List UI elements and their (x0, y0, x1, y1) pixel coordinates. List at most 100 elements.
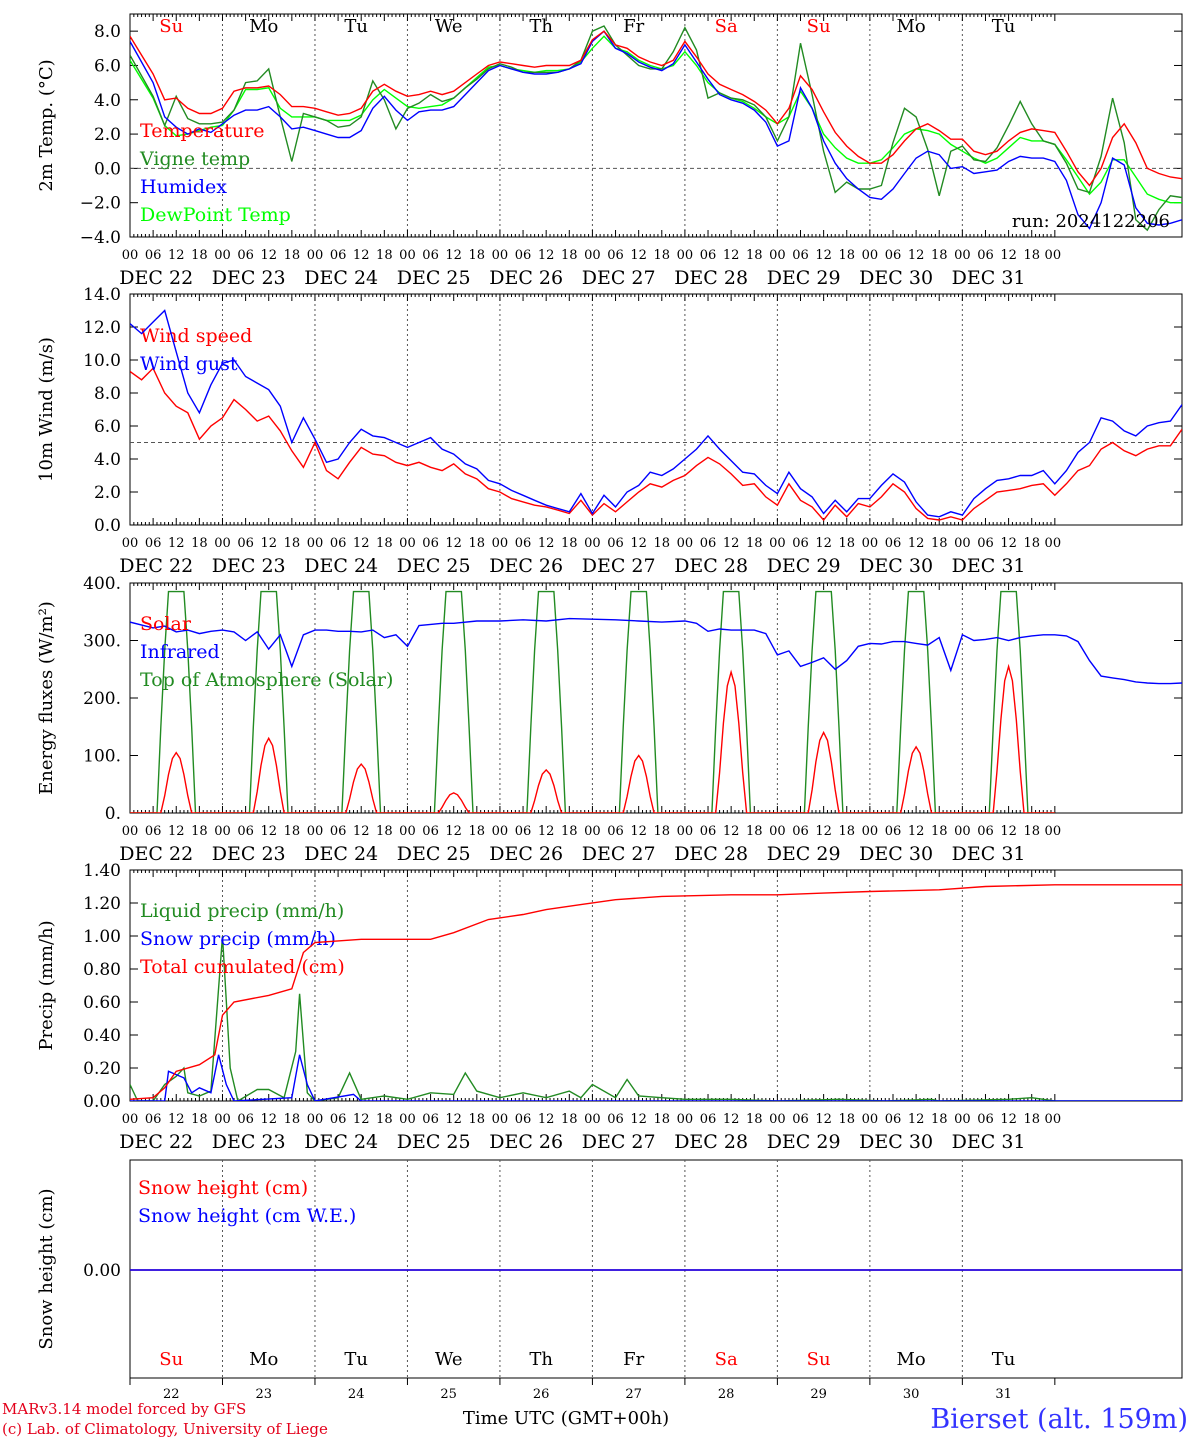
x-hour-label: 18 (469, 536, 486, 551)
x-date-label: DEC 22 (119, 555, 193, 577)
weekday-label: Fr (623, 1349, 644, 1370)
x-hour-label: 18 (838, 536, 855, 551)
x-hour-label: 00 (399, 1112, 416, 1127)
x-hour-label: 00 (769, 248, 786, 263)
y-tick-label: 14.0 (83, 285, 121, 305)
x-hour-label: 12 (445, 824, 462, 839)
x-hour-label: 12 (908, 536, 925, 551)
day-number-label: 25 (440, 1387, 457, 1402)
series-line-dewpoint-temp (130, 35, 1182, 204)
x-hour-label: 06 (237, 1112, 254, 1127)
y-tick-label: 0.60 (83, 993, 121, 1013)
x-hour-label: 06 (515, 536, 532, 551)
x-hour-label: 00 (214, 248, 231, 263)
x-hour-label: 12 (168, 248, 185, 263)
x-date-label: DEC 26 (489, 267, 563, 289)
x-hour-label: 06 (237, 536, 254, 551)
x-hour-label: 06 (330, 248, 347, 263)
x-date-label: DEC 30 (859, 1131, 933, 1153)
x-hour-label: 06 (607, 536, 624, 551)
location-title: Bierset (alt. 159m) (930, 1404, 1188, 1435)
x-hour-label: 00 (122, 1112, 139, 1127)
x-hour-label: 12 (908, 248, 925, 263)
day-number-label: 31 (995, 1387, 1012, 1402)
x-date-label: DEC 26 (489, 1131, 563, 1153)
x-hour-label: 12 (260, 248, 277, 263)
plot-frame (129, 13, 1183, 238)
x-hour-label: 00 (122, 824, 139, 839)
x-date-label: DEC 25 (397, 1131, 471, 1153)
x-hour-label: 12 (260, 536, 277, 551)
x-hour-label: 18 (191, 248, 208, 263)
x-date-label: DEC 24 (304, 843, 378, 865)
x-hour-label: 18 (1023, 536, 1040, 551)
legend-entry: Solar (140, 613, 192, 635)
x-hour-label: 18 (376, 248, 393, 263)
x-hour-label: 06 (330, 1112, 347, 1127)
x-hour-label: 18 (376, 1112, 393, 1127)
x-date-label: DEC 23 (212, 555, 286, 577)
x-hour-label: 00 (307, 248, 324, 263)
x-hour-label: 06 (422, 824, 439, 839)
x-date-label: DEC 27 (582, 843, 656, 865)
y-tick-label: 4.0 (94, 450, 121, 470)
x-hour-label: 06 (145, 824, 162, 839)
day-number-label: 24 (348, 1387, 365, 1402)
x-hour-label: 00 (399, 248, 416, 263)
x-hour-label: 00 (214, 536, 231, 551)
x-hour-label: 12 (538, 1112, 555, 1127)
x-date-label: DEC 23 (212, 1131, 286, 1153)
x-date-label: DEC 31 (952, 267, 1026, 289)
x-date-label: DEC 25 (397, 843, 471, 865)
x-hour-label: 12 (723, 248, 740, 263)
x-hour-label: 06 (607, 824, 624, 839)
x-hour-label: 18 (1023, 824, 1040, 839)
y-tick-label: 0.00 (83, 1092, 121, 1112)
x-hour-label: 12 (815, 1112, 832, 1127)
x-hour-label: 12 (538, 824, 555, 839)
x-hour-label: 00 (677, 1112, 694, 1127)
weekday-label: We (435, 16, 463, 37)
x-date-label: DEC 30 (859, 555, 933, 577)
x-hour-label: 06 (885, 824, 902, 839)
x-date-label: DEC 24 (304, 267, 378, 289)
y-axis-label: Precip (mm/h) (36, 920, 57, 1050)
chart-panel-1: −4.0 −2.0 0.0 2.0 4.0 6.0 8.0 2m Temp. (°C) 00 06… (36, 13, 1183, 289)
x-date-label: DEC 28 (674, 555, 748, 577)
x-hour-label: 00 (1045, 824, 1062, 839)
x-hour-label: 12 (168, 536, 185, 551)
x-hour-label: 00 (122, 536, 139, 551)
run-label: run: 2024122206 (1012, 211, 1170, 232)
x-hour-label: 00 (769, 1112, 786, 1127)
x-hour-label: 12 (630, 1112, 647, 1127)
x-hour-label: 18 (376, 824, 393, 839)
x-date-label: DEC 29 (767, 267, 841, 289)
weekday-label: Mo (249, 16, 278, 37)
weekday-label: Fr (623, 16, 644, 37)
weekday-label: We (435, 1349, 463, 1370)
x-hour-label: 12 (1000, 1112, 1017, 1127)
x-hour-label: 18 (746, 824, 763, 839)
series-line-top-of-atmosphere-solar (130, 590, 1055, 813)
weekday-label: Tu (992, 16, 1016, 37)
y-tick-label: 0.20 (83, 1059, 121, 1079)
x-hour-label: 06 (792, 824, 809, 839)
x-hour-label: 06 (515, 248, 532, 263)
x-hour-label: 06 (977, 1112, 994, 1127)
x-hour-label: 12 (723, 824, 740, 839)
x-date-label: DEC 23 (212, 843, 286, 865)
x-hour-label: 06 (237, 824, 254, 839)
x-hour-label: 18 (838, 824, 855, 839)
x-hour-label: 06 (145, 536, 162, 551)
y-tick-label: 1.00 (83, 927, 121, 947)
x-hour-label: 06 (607, 1112, 624, 1127)
x-hour-label: 06 (977, 248, 994, 263)
x-date-label: DEC 31 (952, 843, 1026, 865)
series-line-infrared (130, 617, 1182, 685)
series-line-total-cumulated-cm (130, 884, 1182, 1100)
x-hour-label: 00 (307, 536, 324, 551)
x-hour-label: 12 (630, 248, 647, 263)
x-hour-label: 12 (353, 248, 370, 263)
x-hour-label: 00 (862, 248, 879, 263)
y-axis-label: 10m Wind (m/s) (36, 337, 57, 482)
